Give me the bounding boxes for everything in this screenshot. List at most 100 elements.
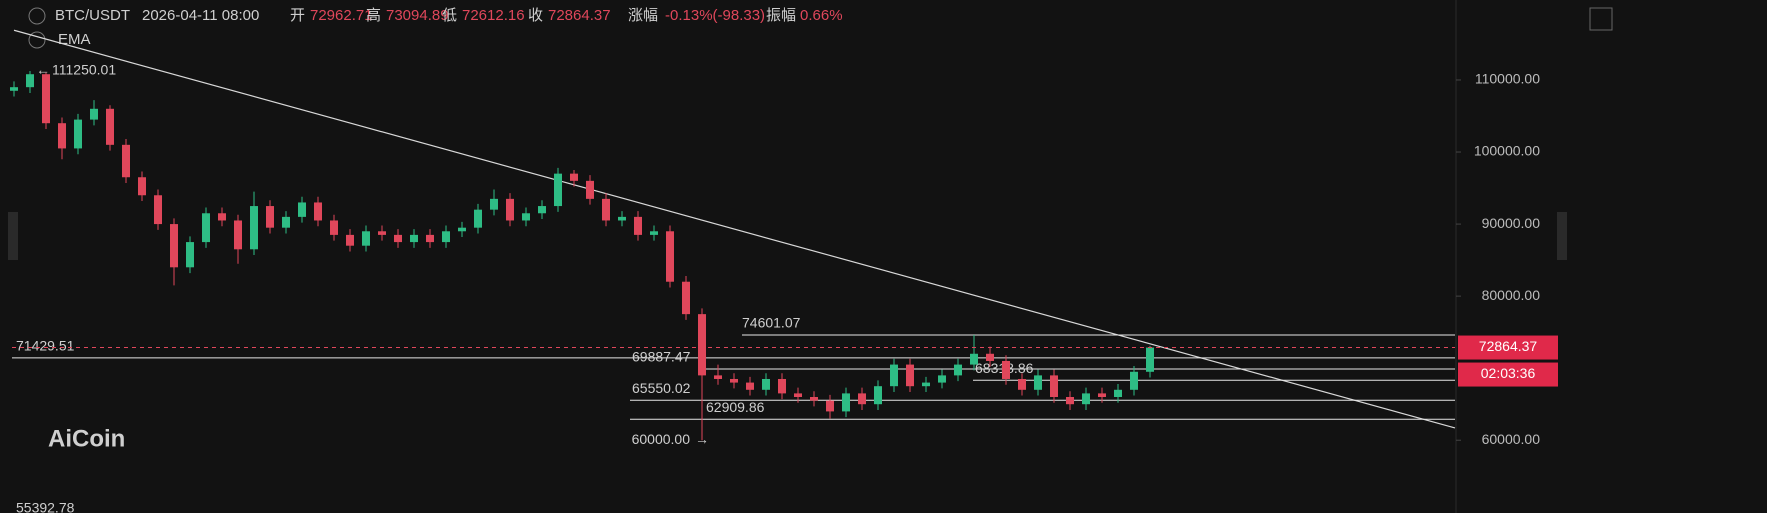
candle-body — [362, 231, 370, 246]
y-tick-label: 110000.00 — [1475, 71, 1540, 87]
candle-body — [1098, 393, 1106, 397]
candle-body — [26, 74, 34, 88]
candle-body — [1066, 396, 1074, 405]
candle-body — [746, 382, 754, 390]
candle-body — [138, 177, 146, 196]
candle-body — [506, 198, 514, 221]
candle-body — [826, 400, 834, 412]
candle-body — [186, 242, 194, 268]
candle-body — [378, 231, 386, 235]
candle-body — [426, 234, 434, 243]
candle-body — [986, 353, 994, 361]
candle-body — [74, 119, 82, 149]
candle-body — [202, 213, 210, 243]
countdown: 02:03:36 — [1481, 365, 1536, 381]
candle-body — [842, 393, 850, 412]
candle-body — [58, 123, 66, 149]
candle-body — [1082, 393, 1090, 405]
candle-body — [122, 144, 130, 178]
candle-body — [938, 375, 946, 383]
candle-body — [954, 364, 962, 376]
candle-body — [762, 378, 770, 390]
candle-body — [1002, 360, 1010, 379]
header-value: -0.13%(-98.33) — [665, 7, 765, 24]
symbol: BTC/USDT — [55, 7, 130, 24]
candle-body — [970, 353, 978, 365]
header-label: 收 — [528, 7, 543, 24]
header-label: 低 — [442, 7, 457, 24]
y-tick-label: 80000.00 — [1482, 287, 1541, 303]
y-tick-label: 60000.00 — [1482, 431, 1541, 447]
candle-body — [394, 234, 402, 243]
candle-body — [858, 393, 866, 405]
candle-body — [682, 281, 690, 315]
high-arrow: ← — [36, 62, 50, 78]
candle-body — [474, 209, 482, 228]
candle-body — [330, 220, 338, 235]
candle-body — [634, 216, 642, 235]
candle-body — [250, 206, 258, 250]
candle-body — [874, 386, 882, 405]
candle-body — [1018, 378, 1026, 390]
candle-body — [554, 173, 562, 207]
candle-body — [314, 202, 322, 221]
candle-body — [730, 378, 738, 383]
countdown-box — [1458, 362, 1558, 387]
candle-body — [282, 216, 290, 228]
candle-body — [778, 378, 786, 394]
y-tick-label: 100000.00 — [1474, 143, 1540, 159]
candle-body — [890, 364, 898, 387]
candle-body — [90, 108, 98, 120]
candle-body — [570, 173, 578, 181]
header-label: 高 — [366, 7, 381, 24]
candle-body — [1130, 371, 1138, 390]
candle-body — [346, 234, 354, 246]
header-value: 73094.89 — [386, 7, 449, 24]
trendline — [13, 29, 1456, 429]
candle-body — [1050, 375, 1058, 397]
level-label: 71429.51 — [16, 338, 75, 354]
candle-body — [922, 382, 930, 387]
high-label: 111250.01 — [52, 62, 116, 78]
candle-body — [586, 180, 594, 199]
collapse-button[interactable] — [28, 31, 46, 49]
watermark: AiCoin — [48, 425, 125, 452]
candle-body — [602, 198, 610, 221]
candle-body — [618, 216, 626, 221]
layout-button[interactable] — [1589, 7, 1613, 31]
candle-body — [170, 224, 178, 268]
candle-body — [266, 206, 274, 228]
level-label: 69887.47 — [632, 349, 691, 365]
candle-body — [666, 231, 674, 282]
candle-body — [154, 195, 162, 225]
candle-body — [538, 206, 546, 214]
candle-body — [410, 234, 418, 243]
scroll-right[interactable] — [1557, 212, 1567, 260]
candle-body — [442, 231, 450, 243]
header-value: 72962.71 — [310, 7, 373, 24]
candle-body — [10, 87, 18, 91]
collapse-button[interactable] — [28, 7, 46, 25]
candle-body — [1034, 375, 1042, 390]
candle-body — [458, 227, 466, 232]
candle-body — [106, 108, 114, 145]
scroll-left[interactable] — [8, 212, 18, 260]
header-value: 72612.16 — [462, 7, 525, 24]
low-label: 60000.00 — [632, 431, 691, 447]
candle-body — [522, 213, 530, 221]
candle-body — [714, 375, 722, 379]
low-arrow: → — [695, 431, 709, 447]
header-label: 开 — [290, 7, 305, 24]
level-label: 74601.07 — [742, 315, 801, 331]
candle-body — [650, 231, 658, 235]
time: 2026-04-11 08:00 — [142, 7, 259, 24]
candle-body — [490, 198, 498, 210]
header-value: 72864.37 — [548, 7, 611, 24]
current-price: 72864.37 — [1479, 338, 1538, 354]
y-tick-label: 90000.00 — [1482, 215, 1541, 231]
candle-body — [234, 220, 242, 250]
candle-body — [810, 396, 818, 401]
candle-body — [218, 213, 226, 221]
